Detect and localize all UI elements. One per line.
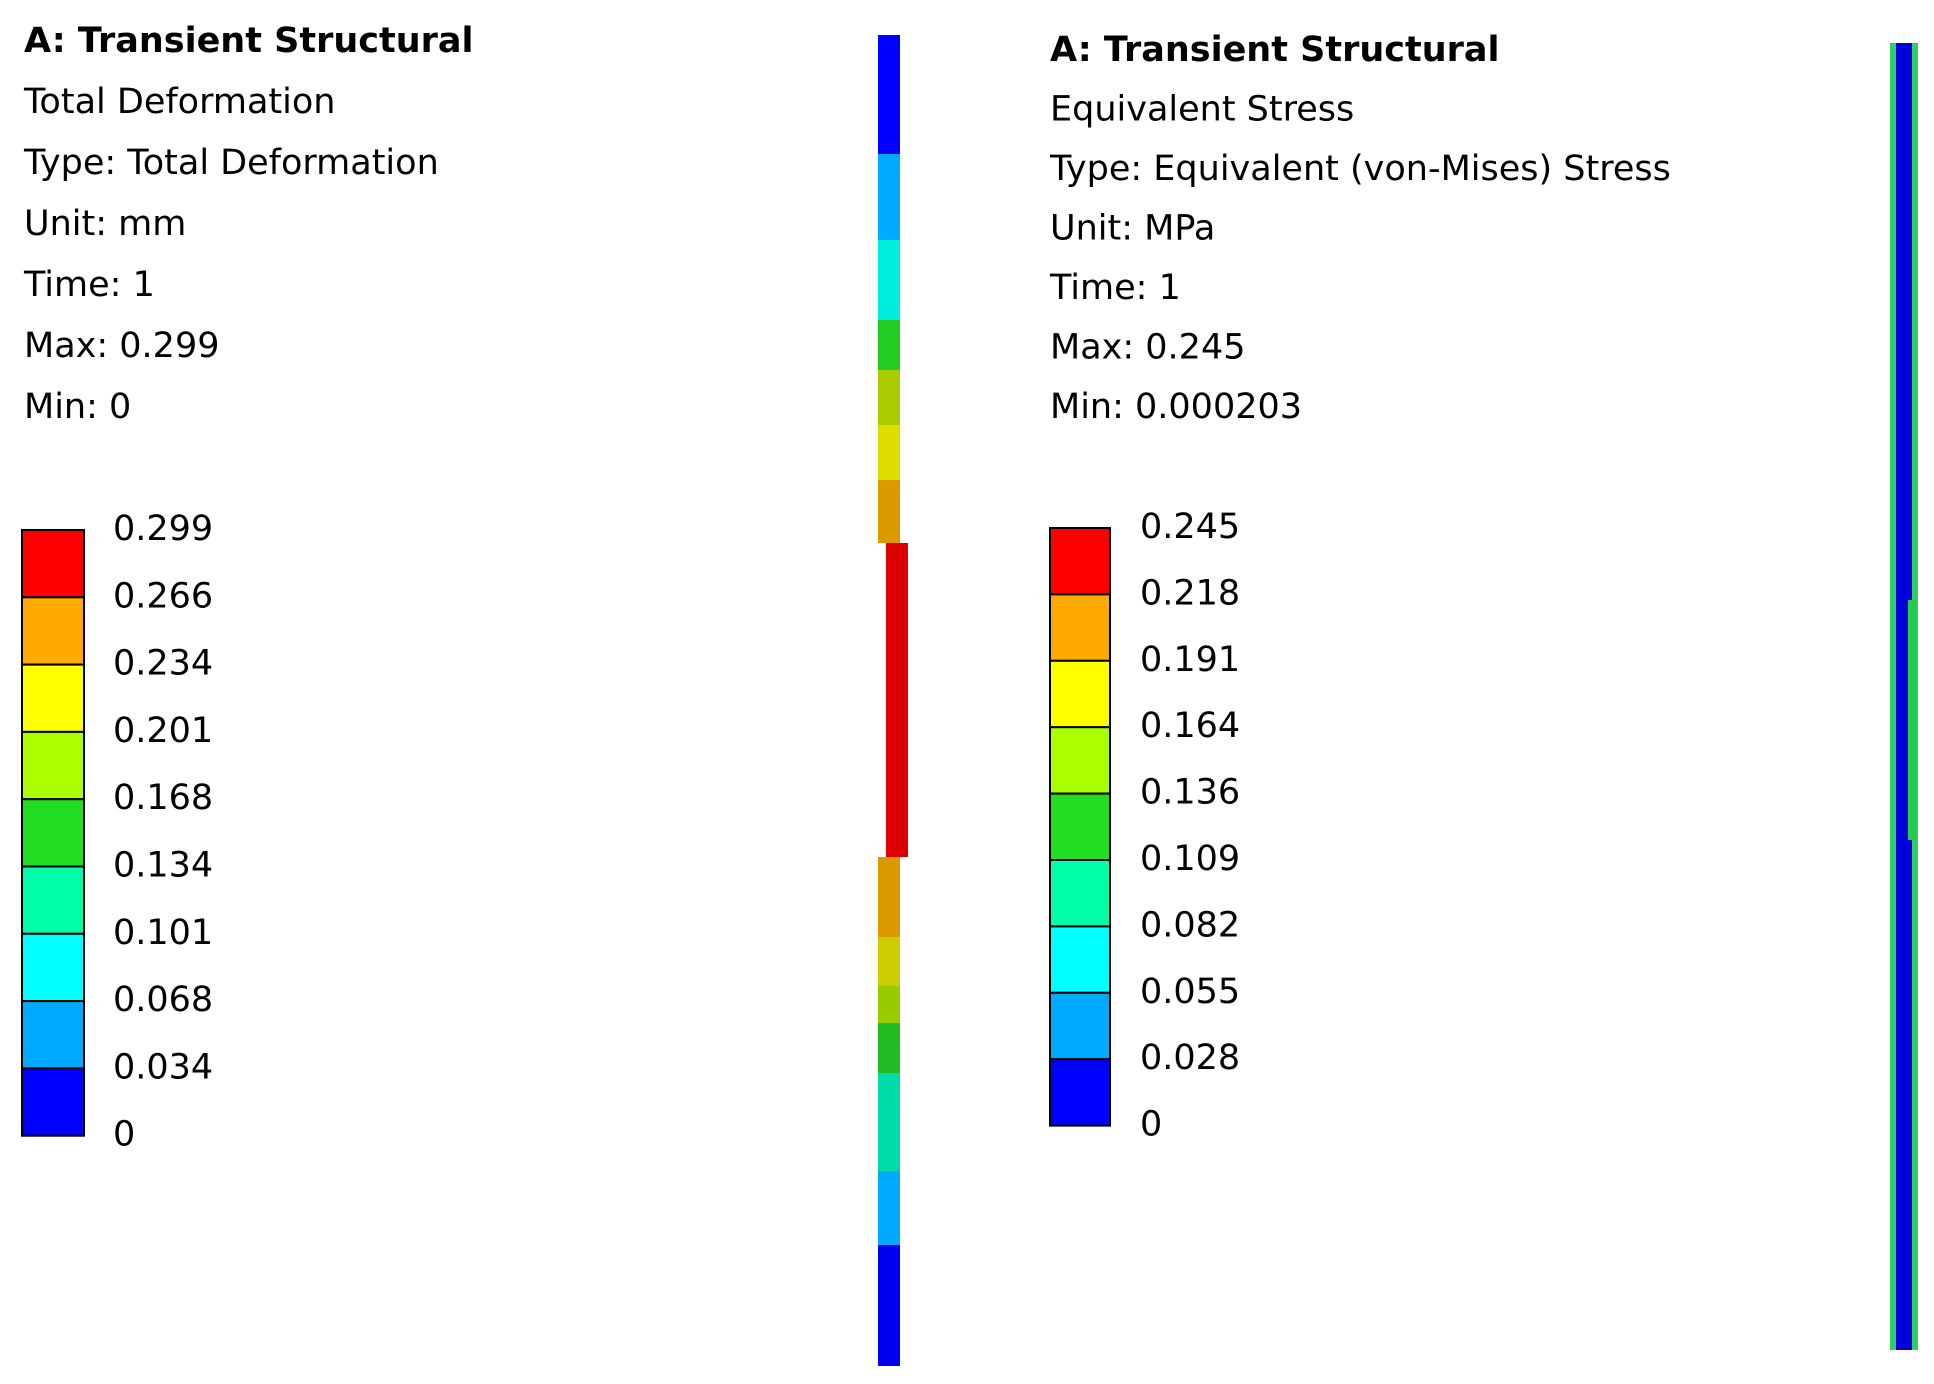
beam-segment (878, 1073, 900, 1171)
legend-label: 0.266 (113, 576, 213, 616)
beam-segment (878, 240, 900, 320)
info-line: Min: 0 (24, 387, 131, 427)
beam-segment (878, 35, 900, 154)
beam-segment (878, 986, 900, 1023)
legend-label: 0.109 (1140, 839, 1240, 879)
legend-band (21, 798, 85, 868)
legend-label: 0.164 (1140, 706, 1240, 746)
legend-label: 0.245 (1140, 507, 1240, 547)
beam-segment (886, 543, 908, 857)
beam-segment (878, 1023, 900, 1073)
beam-models (878, 35, 1918, 1366)
legend-label: 0 (113, 1115, 135, 1155)
beam-segment (878, 857, 900, 937)
info-line: Min: 0.000203 (1050, 387, 1302, 427)
result-panel: A: Transient Structural Equivalent Stress… (1049, 30, 1671, 1145)
legend-band (21, 596, 85, 666)
legend-label: 0.168 (113, 778, 213, 818)
legend-band (21, 663, 85, 733)
info-line: Max: 0.245 (1050, 328, 1245, 368)
panel-title: A: Transient Structural (1050, 30, 1500, 70)
legend-band (1049, 1058, 1111, 1127)
legend-label: 0.201 (113, 711, 213, 751)
legend-band (21, 1000, 85, 1070)
legend-label: 0.068 (113, 980, 213, 1020)
panel-title: A: Transient Structural (24, 21, 474, 61)
info-line: Total Deformation (23, 82, 335, 122)
info-line: Equivalent Stress (1050, 90, 1354, 130)
beam-segment (878, 425, 900, 480)
beam-segment (878, 1245, 900, 1366)
legend-label: 0.299 (113, 509, 213, 549)
legend-band (21, 865, 85, 935)
legend-band (21, 1067, 85, 1137)
legend-label: 0.191 (1140, 640, 1240, 680)
beam-segment (878, 937, 900, 986)
legend-band (1049, 925, 1111, 994)
beam-segment (878, 370, 900, 425)
beam-segment (878, 154, 900, 240)
info-line: Type: Equivalent (von-Mises) Stress (1049, 149, 1671, 189)
legend-label: 0.101 (113, 913, 213, 953)
legend-band (21, 529, 85, 599)
info-line: Type: Total Deformation (23, 143, 439, 183)
beam-edge (1908, 600, 1916, 840)
legend-band (21, 932, 85, 1003)
legend-label: 0.034 (113, 1047, 213, 1087)
legend-label: 0.218 (1140, 573, 1240, 613)
legend-label: 0.136 (1140, 773, 1240, 813)
legend-band (1049, 726, 1111, 795)
legend-label: 0.028 (1140, 1038, 1240, 1078)
legend-band (1049, 859, 1111, 928)
legend-band (1049, 527, 1111, 596)
info-line: Time: 1 (23, 265, 155, 305)
beam-segment (878, 320, 900, 370)
info-line: Max: 0.299 (24, 326, 219, 366)
legend-label: 0.082 (1140, 905, 1240, 945)
beam-segment (878, 1171, 900, 1245)
legend-label: 0 (1140, 1105, 1162, 1145)
beam-core (1896, 43, 1912, 1350)
legend-label: 0.234 (113, 644, 213, 684)
legend-band (21, 730, 85, 801)
info-line: Unit: MPa (1050, 209, 1215, 249)
legend-band (1049, 991, 1111, 1061)
info-line: Time: 1 (1049, 268, 1181, 308)
info-line: Unit: mm (24, 204, 186, 244)
result-panel: A: Transient Structural Total Deformation… (21, 21, 474, 1155)
legend-label: 0.134 (113, 846, 213, 886)
legend-band (1049, 593, 1111, 662)
legend-label: 0.055 (1140, 972, 1240, 1012)
legend-band (1049, 659, 1111, 729)
beam-segment (878, 480, 900, 543)
legend-band (1049, 792, 1111, 861)
